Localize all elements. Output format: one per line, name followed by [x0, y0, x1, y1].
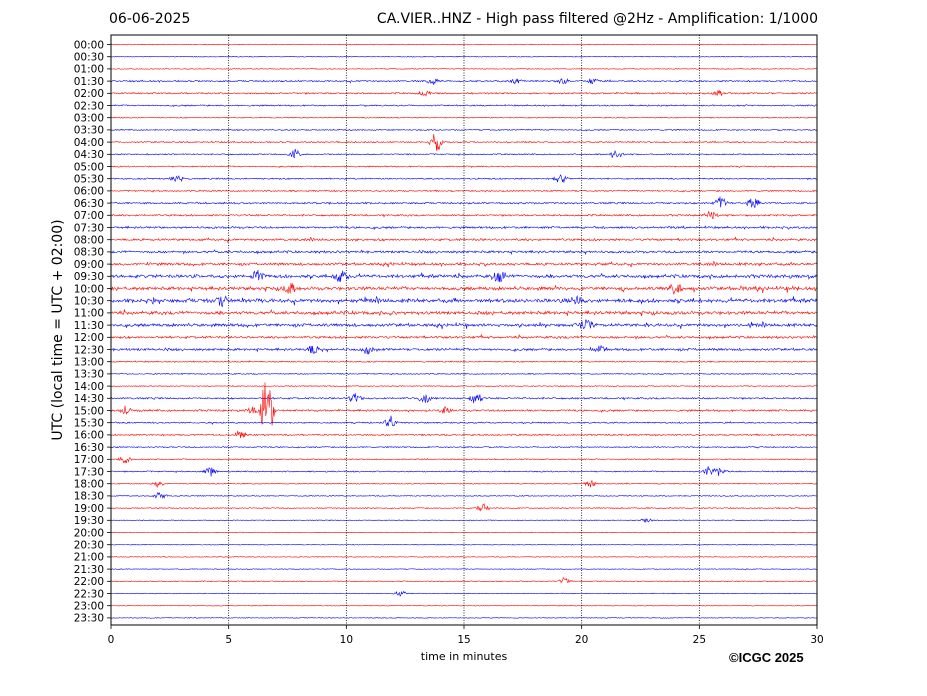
y-tick-label: 09:30 — [74, 271, 104, 283]
trace-row-0100 — [110, 68, 817, 70]
y-tick-label: 15:30 — [74, 418, 104, 430]
y-tick-label: 04:30 — [74, 149, 104, 161]
y-tick-label: 14:30 — [74, 393, 104, 405]
y-tick-label: 18:00 — [74, 479, 104, 491]
grid-group — [228, 35, 700, 625]
y-tick-label: 14:00 — [74, 381, 104, 393]
trace-row-2100 — [110, 556, 817, 558]
y-tick-label: 04:00 — [74, 137, 104, 149]
y-tick-label: 00:30 — [74, 52, 104, 64]
trace-row-0130 — [110, 77, 817, 85]
y-tick-label: 05:00 — [74, 161, 104, 173]
y-tick-label: 03:00 — [74, 113, 104, 125]
y-tick-label: 07:00 — [74, 210, 104, 222]
y-tick-label: 10:00 — [74, 283, 104, 295]
y-tick-label: 06:30 — [74, 198, 104, 210]
x-tick-label: 10 — [340, 634, 353, 646]
trace-row-1600 — [110, 430, 817, 439]
y-tick-label: 17:30 — [74, 466, 104, 478]
trace-row-0900 — [110, 260, 817, 268]
y-tick-label: 10:30 — [74, 296, 104, 308]
y-tick-label: 19:00 — [74, 503, 104, 515]
y-tick-label: 06:00 — [74, 186, 104, 198]
trace-row-0000 — [110, 43, 817, 46]
trace-row-2130 — [110, 568, 817, 570]
y-tick-label: 19:30 — [74, 515, 104, 527]
y-tick-label: 23:30 — [74, 613, 104, 625]
trace-row-1300 — [110, 360, 817, 364]
y-tick-label: 22:30 — [74, 588, 104, 600]
tick-group: 00:0000:3001:0001:3002:0002:3003:0003:30… — [74, 39, 824, 646]
y-tick-label: 15:00 — [74, 405, 104, 417]
trace-row-0830 — [110, 249, 817, 256]
y-tick-label: 12:00 — [74, 332, 104, 344]
y-tick-label: 23:00 — [74, 601, 104, 613]
x-tick-label: 0 — [108, 634, 115, 646]
y-tick-label: 21:00 — [74, 552, 104, 564]
trace-row-0530 — [110, 174, 817, 183]
plot-frame — [110, 34, 818, 626]
y-tick-label: 20:00 — [74, 527, 104, 539]
trace-row-0400 — [110, 134, 817, 151]
y-tick-label: 09:00 — [74, 259, 104, 271]
trace-row-1700 — [110, 456, 817, 464]
copyright-label: ©ICGC 2025 — [729, 650, 804, 665]
chart-title: CA.VIER..HNZ - High pass filtered @2Hz -… — [376, 11, 818, 27]
y-tick-label: 17:00 — [74, 454, 104, 466]
y-tick-label: 01:30 — [74, 76, 104, 88]
x-tick-label: 20 — [575, 634, 588, 646]
trace-row-1730 — [110, 466, 817, 477]
y-tick-label: 22:00 — [74, 576, 104, 588]
y-tick-label: 03:30 — [74, 125, 104, 137]
y-tick-label: 05:30 — [74, 174, 104, 186]
y-tick-label: 20:30 — [74, 540, 104, 552]
y-tick-label: 02:30 — [74, 100, 104, 112]
y-tick-label: 13:30 — [74, 369, 104, 381]
trace-row-1500 — [110, 382, 817, 426]
y-tick-label: 12:30 — [74, 344, 104, 356]
y-tick-label: 08:30 — [74, 247, 104, 259]
trace-row-0430 — [110, 148, 817, 159]
x-tick-label: 5 — [225, 634, 232, 646]
y-tick-label: 02:00 — [74, 88, 104, 100]
trace-row-2200 — [110, 577, 817, 584]
x-tick-label: 25 — [693, 634, 706, 646]
trace-row-1630 — [110, 446, 817, 449]
trace-row-0500 — [110, 165, 817, 168]
y-tick-label: 16:30 — [74, 442, 104, 454]
y-tick-label: 07:30 — [74, 222, 104, 234]
trace-row-0730 — [110, 225, 817, 231]
y-tick-label: 11:00 — [74, 308, 104, 320]
y-tick-label: 13:00 — [74, 357, 104, 369]
trace-row-2030 — [110, 543, 817, 546]
x-tick-label: 30 — [810, 634, 823, 646]
x-tick-label: 15 — [457, 634, 470, 646]
x-axis-label: time in minutes — [420, 650, 508, 663]
trace-row-0800 — [110, 236, 817, 244]
page-date: 06-06-2025 — [109, 11, 191, 27]
y-tick-label: 11:30 — [74, 320, 104, 332]
y-tick-label: 16:00 — [74, 430, 104, 442]
y-tick-label: 08:00 — [74, 235, 104, 247]
y-tick-label: 01:00 — [74, 64, 104, 76]
trace-row-0930 — [110, 269, 817, 283]
trace-row-1330 — [110, 372, 817, 376]
y-tick-label: 00:00 — [74, 39, 104, 51]
y-tick-label: 21:30 — [74, 564, 104, 576]
trace-row-1800 — [110, 479, 817, 489]
trace-row-0030 — [110, 55, 817, 58]
y-tick-label: 18:30 — [74, 491, 104, 503]
trace-row-1900 — [110, 503, 817, 512]
